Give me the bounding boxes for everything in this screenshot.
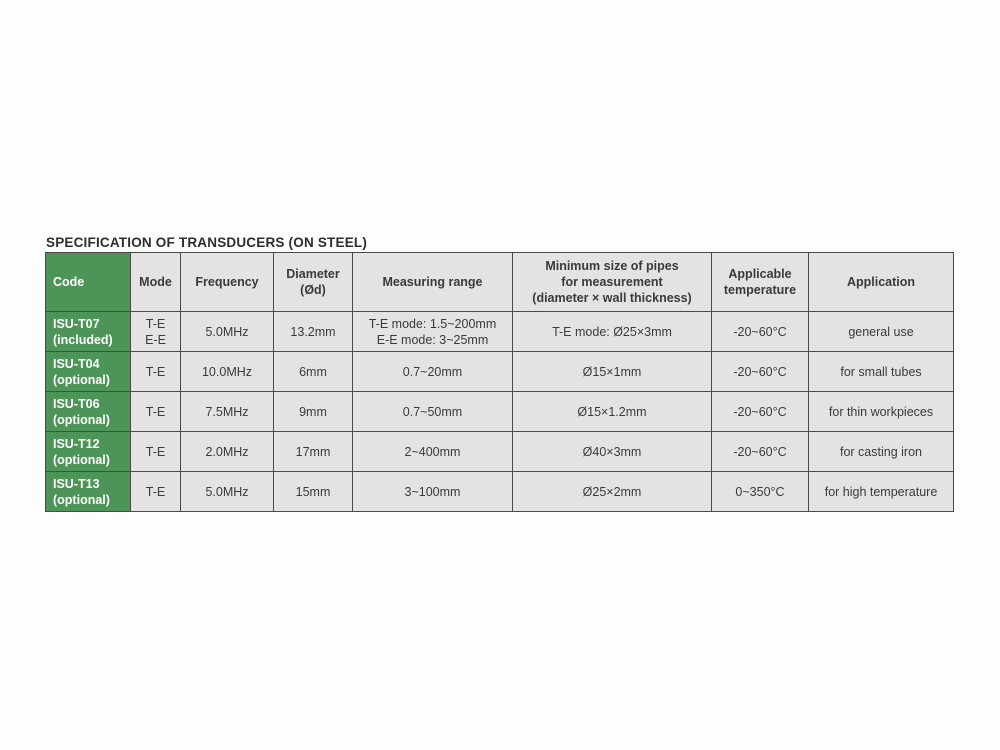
cell-applicable-temperature: -20~60°C xyxy=(711,391,809,432)
page-title: SPECIFICATION OF TRANSDUCERS (ON STEEL) xyxy=(46,235,368,250)
cell-measuring-range: T-E mode: 1.5~200mm E-E mode: 3~25mm xyxy=(352,311,513,352)
transducer-spec-table: Code Mode Frequency Diameter (Ød) Measur… xyxy=(45,252,954,512)
column-header-frequency: Frequency xyxy=(180,252,274,312)
cell-application: for thin workpieces xyxy=(808,391,954,432)
cell-code: ISU-T13 (optional) xyxy=(45,471,131,512)
cell-min-pipe-size: Ø25×2mm xyxy=(512,471,712,512)
cell-code: ISU-T12 (optional) xyxy=(45,431,131,472)
cell-diameter: 9mm xyxy=(273,391,353,432)
table-row: ISU-T04 (optional) T-E 10.0MHz 6mm 0.7~2… xyxy=(45,351,954,392)
cell-frequency: 2.0MHz xyxy=(180,431,274,472)
cell-mode: T-E xyxy=(130,351,181,392)
column-header-min-pipe-size: Minimum size of pipes for measurement (d… xyxy=(512,252,712,312)
cell-mode: T-E xyxy=(130,391,181,432)
column-header-application: Application xyxy=(808,252,954,312)
cell-measuring-range: 0.7~50mm xyxy=(352,391,513,432)
column-header-diameter: Diameter (Ød) xyxy=(273,252,353,312)
cell-code: ISU-T06 (optional) xyxy=(45,391,131,432)
cell-measuring-range: 3~100mm xyxy=(352,471,513,512)
cell-diameter: 17mm xyxy=(273,431,353,472)
cell-applicable-temperature: -20~60°C xyxy=(711,311,809,352)
cell-measuring-range: 0.7~20mm xyxy=(352,351,513,392)
table-header-row: Code Mode Frequency Diameter (Ød) Measur… xyxy=(45,252,954,312)
table-row: ISU-T07 (included) T-E E-E 5.0MHz 13.2mm… xyxy=(45,311,954,352)
cell-diameter: 6mm xyxy=(273,351,353,392)
cell-applicable-temperature: 0~350°C xyxy=(711,471,809,512)
column-header-code: Code xyxy=(45,252,131,312)
cell-frequency: 10.0MHz xyxy=(180,351,274,392)
cell-measuring-range: 2~400mm xyxy=(352,431,513,472)
cell-diameter: 15mm xyxy=(273,471,353,512)
cell-mode: T-E E-E xyxy=(130,311,181,352)
cell-mode: T-E xyxy=(130,431,181,472)
cell-min-pipe-size: Ø40×3mm xyxy=(512,431,712,472)
cell-applicable-temperature: -20~60°C xyxy=(711,431,809,472)
cell-application: for small tubes xyxy=(808,351,954,392)
cell-min-pipe-size: Ø15×1mm xyxy=(512,351,712,392)
column-header-applicable-temperature: Applicable temperature xyxy=(711,252,809,312)
column-header-mode: Mode xyxy=(130,252,181,312)
cell-min-pipe-size: T-E mode: Ø25×3mm xyxy=(512,311,712,352)
cell-min-pipe-size: Ø15×1.2mm xyxy=(512,391,712,432)
cell-diameter: 13.2mm xyxy=(273,311,353,352)
cell-application: general use xyxy=(808,311,954,352)
cell-applicable-temperature: -20~60°C xyxy=(711,351,809,392)
cell-application: for high temperature xyxy=(808,471,954,512)
cell-code: ISU-T07 (included) xyxy=(45,311,131,352)
cell-frequency: 5.0MHz xyxy=(180,471,274,512)
table-row: ISU-T13 (optional) T-E 5.0MHz 15mm 3~100… xyxy=(45,471,954,512)
table-row: ISU-T12 (optional) T-E 2.0MHz 17mm 2~400… xyxy=(45,431,954,472)
cell-frequency: 7.5MHz xyxy=(180,391,274,432)
table-row: ISU-T06 (optional) T-E 7.5MHz 9mm 0.7~50… xyxy=(45,391,954,432)
cell-mode: T-E xyxy=(130,471,181,512)
cell-code: ISU-T04 (optional) xyxy=(45,351,131,392)
column-header-measuring-range: Measuring range xyxy=(352,252,513,312)
cell-frequency: 5.0MHz xyxy=(180,311,274,352)
cell-application: for casting iron xyxy=(808,431,954,472)
